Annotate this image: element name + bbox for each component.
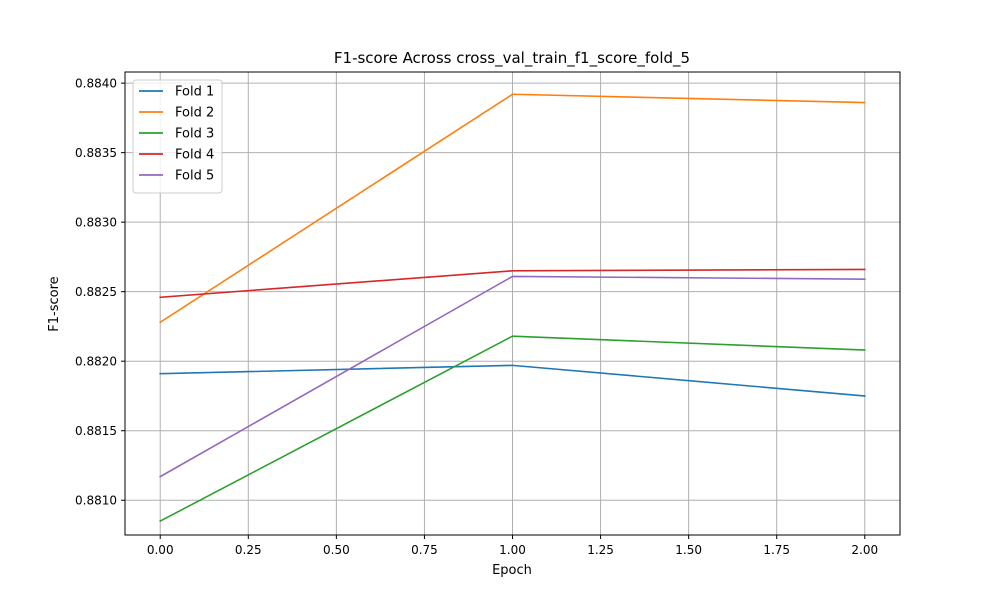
legend-entry-label: Fold 3	[175, 127, 214, 142]
legend-box	[132, 79, 223, 194]
x-tick-label: 0.00	[147, 543, 174, 557]
chart-title: F1-score Across cross_val_train_f1_score…	[334, 49, 690, 68]
x-tick-label: 1.00	[499, 543, 526, 557]
series-line-fold-3	[159, 335, 866, 523]
y-tick-label: 0.8830	[75, 216, 117, 230]
legend: Fold 1 Fold 2 Fold 3 Fold 4 Fold 5	[132, 79, 223, 194]
grid	[125, 72, 900, 535]
y-tick-label: 0.8810	[75, 494, 117, 508]
legend-entry-label: Fold 2	[175, 106, 214, 121]
series-lines	[159, 93, 866, 523]
x-tick-label: 0.75	[411, 543, 438, 557]
series-line-fold-2	[159, 93, 866, 324]
x-tick-label: 0.50	[323, 543, 350, 557]
y-tick-label: 0.8835	[75, 146, 117, 160]
y-tick-label: 0.8840	[75, 77, 117, 91]
y-tick-label: 0.8815	[75, 424, 117, 438]
legend-entry-label: Fold 5	[175, 169, 214, 184]
series-line-fold-5	[159, 275, 866, 478]
x-axis-label: Epoch	[492, 563, 532, 578]
x-tick-label: 2.00	[851, 543, 878, 557]
legend-entry-label: Fold 1	[175, 85, 214, 100]
series-line-fold-1	[159, 364, 866, 397]
y-axis-label: F1-score	[47, 276, 62, 331]
x-tick-label: 1.50	[675, 543, 702, 557]
y-tick-label: 0.8820	[75, 355, 117, 369]
x-tick-label: 0.25	[235, 543, 262, 557]
legend-entry-label: Fold 4	[175, 148, 214, 163]
x-tick-label: 1.25	[587, 543, 614, 557]
x-tick-label: 1.75	[763, 543, 790, 557]
y-tick-label: 0.8825	[75, 285, 117, 299]
axis-ticks: 0.00 0.25 0.50 0.75 1.00 1.25 1.50 1.75 2.00 0.88…	[75, 77, 878, 557]
series-line-fold-4	[159, 268, 866, 299]
